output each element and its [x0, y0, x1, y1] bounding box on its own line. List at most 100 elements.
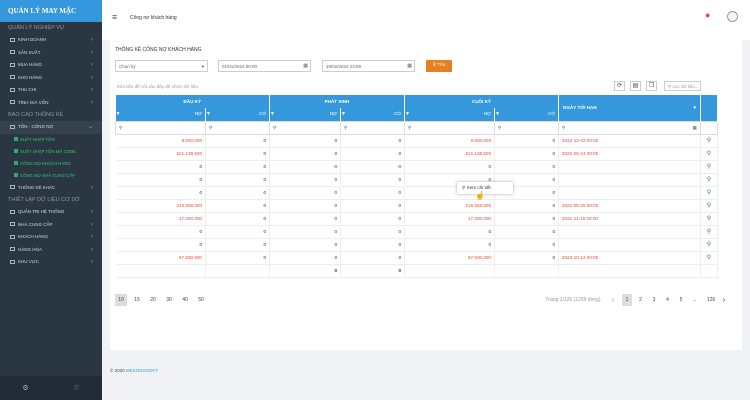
table-filter-input[interactable]: ⚲ Lọc dữ liệu... [664, 81, 701, 91]
date-to-input[interactable]: 29/02/2024 23:59 ▦ [322, 60, 415, 72]
filter-cell-3[interactable]: ⚲ [340, 120, 405, 135]
view-detail-icon[interactable]: ⚲ [700, 199, 718, 213]
filter-cell-1[interactable]: ⚲ [205, 120, 270, 135]
sidebar-item-items1-5[interactable]: TÍNH GIÁ VỐN › [0, 97, 102, 110]
page-5[interactable]: 5 [679, 297, 683, 303]
view-detail-icon[interactable]: ⚲ [700, 212, 718, 226]
total-cell-1 [205, 264, 270, 278]
sidebar-item-items1-4[interactable]: THU CHI › [0, 84, 102, 97]
view-detail-icon[interactable]: ⚲ [700, 147, 718, 161]
copy-icon[interactable]: ❐ [646, 81, 657, 91]
menu-icon[interactable]: ≡ [112, 12, 118, 22]
search-button[interactable]: ⚲ Tìm [426, 60, 452, 72]
notification-icon[interactable]: ● [705, 10, 711, 20]
page-3[interactable]: 3 [652, 297, 656, 303]
next-page-icon[interactable]: › [722, 295, 726, 304]
page-size-15[interactable]: 15 [134, 297, 140, 303]
view-detail-icon[interactable]: ⚲ [700, 238, 718, 252]
export-icon[interactable]: ▤ [630, 81, 641, 91]
sidebar-subitem-1[interactable]: XUẤT NHẬP TỒN MÃ CODE [0, 146, 102, 158]
page-126[interactable]: 126 [706, 297, 716, 303]
subheader-5[interactable]: ▼ CÓ [494, 108, 559, 121]
page-size-30[interactable]: 30 [166, 297, 172, 303]
filter-icon[interactable]: ▼ [206, 111, 211, 118]
heart-icon[interactable]: ♡ [73, 385, 80, 392]
sidebar-subitem-3[interactable]: CÔNG NỢ NHÀ CUNG CẤP [0, 170, 102, 182]
chevron-right-icon: › [91, 87, 93, 93]
view-detail-icon[interactable]: ⚲ [700, 173, 718, 187]
page-size-20[interactable]: 20 [150, 297, 156, 303]
view-detail-icon[interactable]: ⚲ [700, 134, 718, 148]
filter-icon[interactable]: ▼ [405, 111, 410, 118]
sidebar-subitem-0[interactable]: XUẤT NHẬP TỒN [0, 134, 102, 146]
group-header-closing[interactable]: CUỐI KỲ [404, 95, 559, 108]
page-1[interactable]: 1 [622, 294, 632, 306]
sidebar-item-items1-1[interactable]: SẢN XUẤT › [0, 47, 102, 60]
app-title[interactable]: QUẢN LÝ MAY MẶC [0, 0, 102, 22]
section-reports: BÁO CÁO THỐNG KÊ [8, 112, 64, 118]
filter-cell-2[interactable]: ⚲ [269, 120, 341, 135]
sidebar-item-items2-0[interactable]: THỐNG KÊ KHÁC › [0, 182, 102, 195]
sidebar-subitem-2[interactable]: CÔNG NỢ KHÁCH HÀNG [0, 158, 102, 170]
sidebar-item-items3-3[interactable]: HÀNG HÓA › [0, 244, 102, 257]
subheader-4[interactable]: ▼ NỢ [404, 108, 495, 121]
page-size-10[interactable]: 10 [115, 294, 127, 306]
group-header-arising[interactable]: PHÁT SINH [269, 95, 405, 108]
search-icon: ⚲ [432, 63, 438, 68]
sidebar-subitem-label: XUẤT NHẬP TỒN MÃ CODE [20, 148, 76, 154]
filter-cell-5[interactable]: ⚲ [494, 120, 559, 135]
sidebar-item-items3-4[interactable]: KHU VỰC › [0, 256, 102, 269]
view-detail-icon[interactable]: ⚲ [700, 186, 718, 200]
filter-cell-0[interactable]: ⚲ [115, 120, 206, 135]
menu-item-icon [10, 247, 15, 252]
refresh-icon[interactable]: ⟳ [614, 81, 625, 91]
calendar-icon[interactable]: ▦ [692, 124, 697, 130]
sidebar-item-items1-0[interactable]: KINH DOANH › [0, 34, 102, 47]
view-detail-icon[interactable]: ⚲ [700, 160, 718, 174]
view-detail-icon[interactable]: ⚲ [700, 225, 718, 239]
filter-icon[interactable]: ▼ [270, 111, 275, 118]
filter-cell-6[interactable]: ⚲ ▦ [558, 120, 701, 135]
footer-brand[interactable]: MEKONGSOFT [125, 368, 158, 373]
page-size-50[interactable]: 50 [198, 297, 204, 303]
subheader-label: NỢ [483, 111, 491, 117]
sidebar-item-label: KHU VỰC [18, 259, 39, 264]
cell-4: 521.138.500 [404, 147, 495, 161]
sidebar-item-items3-0[interactable]: QUẢN TRỊ HỆ THỐNG › [0, 206, 102, 219]
sidebar-item-items3-1[interactable]: NHÀ CUNG CẤP › [0, 219, 102, 232]
date-from-input[interactable]: 01/01/2024 00:00 ▦ [218, 60, 311, 72]
subheader-2[interactable]: ▼ NỢ [269, 108, 341, 121]
cell-2: 0 [269, 238, 341, 252]
view-detail-tooltip[interactable]: ⚲ Xem chi tiết [457, 182, 513, 194]
filter-icon[interactable]: ▼ [115, 111, 121, 118]
subheader-0[interactable]: ▼ NỢ [115, 108, 206, 121]
cell-4: 17.000.000 [404, 212, 495, 226]
cell-0: 521.138.500 [115, 147, 206, 161]
avatar[interactable] [727, 11, 738, 22]
cell-1: 0 [205, 147, 270, 161]
group-header-opening[interactable]: ĐẦU KỲ [115, 95, 270, 108]
page-size-40[interactable]: 40 [182, 297, 188, 303]
sidebar-item-items1-3[interactable]: KHO HÀNG › [0, 72, 102, 85]
period-select[interactable]: Chọn kỳ ▾ [115, 60, 208, 72]
page-4[interactable]: 4 [666, 297, 669, 303]
table-row: 9.600.000 0 0 0 9.600.000 0 2022-12-02 00:00 ⚲ [115, 134, 718, 148]
subheader-3[interactable]: ▼ CÓ [340, 108, 405, 121]
cell-3: 0 [340, 199, 405, 213]
filter-icon[interactable]: ▼ [495, 111, 500, 118]
header-due-date[interactable]: NGÀY TỚI HẠN ▼ [558, 95, 701, 121]
settings-icon[interactable]: ⚙ [22, 385, 29, 392]
sidebar-item-items1-2[interactable]: MUA HÀNG › [0, 59, 102, 72]
page-...[interactable]: ... [692, 297, 697, 303]
filter-icon[interactable]: ▼ [341, 111, 346, 118]
page-2[interactable]: 2 [639, 297, 642, 303]
filter-cell-4[interactable]: ⚲ [404, 120, 495, 135]
sidebar-item-ton-cong-no[interactable]: TỒN - CÔNG NỢ ⌄ [0, 121, 102, 134]
cell-2: 0 [269, 160, 341, 174]
subheader-1[interactable]: ▼ CÓ [205, 108, 270, 121]
table-row: 17.000.000 0 0 0 17.000.000 0 2021-11-15 00:00… [115, 212, 718, 226]
prev-page-icon[interactable]: ‹ [611, 295, 615, 304]
view-detail-icon[interactable]: ⚲ [700, 251, 718, 265]
sidebar-item-items3-2[interactable]: KHÁCH HÀNG › [0, 231, 102, 244]
